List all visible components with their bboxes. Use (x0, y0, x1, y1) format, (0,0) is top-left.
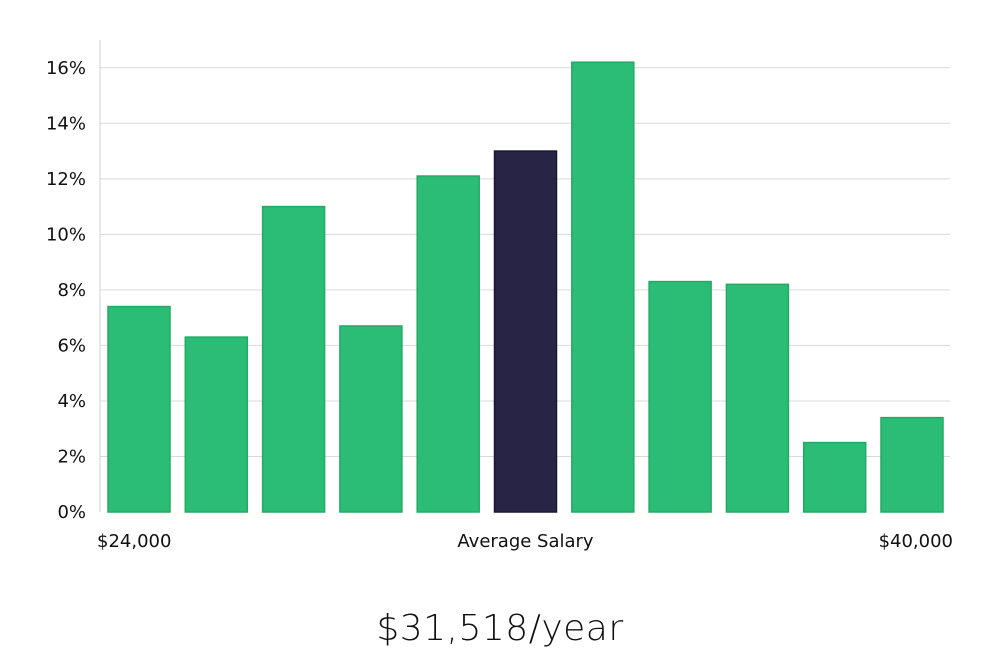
y-tick-label: 6% (57, 335, 86, 356)
y-tick-label: 16% (46, 58, 86, 79)
bar (571, 61, 635, 513)
bar (416, 175, 480, 513)
x-label-average-salary: Average Salary (457, 531, 594, 552)
bar (184, 336, 249, 513)
bar (880, 416, 944, 513)
bar (339, 325, 403, 513)
average-salary-caption: $31,518/year (376, 608, 624, 649)
bar (107, 305, 171, 513)
salary-distribution-chart: 0% 2% 4% 6% 8% 10% 12% 14% 16% $24,000 Average S… (46, 40, 953, 552)
y-tick-label: 12% (46, 169, 86, 190)
y-tick-label: 8% (57, 280, 86, 301)
y-tick-label: 2% (57, 446, 86, 467)
bar (725, 283, 790, 513)
y-tick-label: 4% (57, 391, 86, 412)
y-tick-labels: 0% 2% 4% 6% 8% 10% 12% 14% 16% (46, 58, 86, 523)
bar (802, 441, 867, 513)
x-label-max: $40,000 (879, 531, 953, 552)
x-label-min: $24,000 (97, 531, 171, 552)
y-tick-label: 0% (57, 502, 86, 523)
y-tick-label: 10% (46, 224, 86, 245)
bars (107, 61, 944, 513)
bar (261, 205, 326, 513)
bar-average-salary (493, 150, 558, 513)
y-tick-label: 14% (46, 113, 86, 134)
bar (648, 280, 712, 513)
